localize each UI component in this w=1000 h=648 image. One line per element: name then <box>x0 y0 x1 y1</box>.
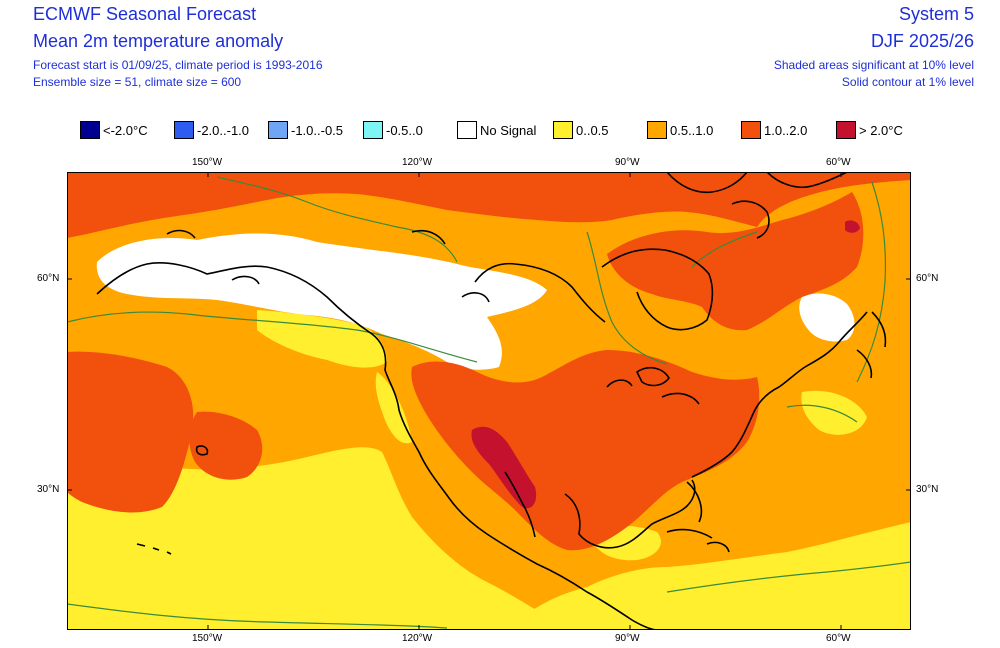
legend-swatch <box>174 121 194 139</box>
lon-tick-top: 90°W <box>615 157 640 168</box>
forecast-start-note: Forecast start is 01/09/25, climate peri… <box>33 58 323 72</box>
contour-note: Solid contour at 1% level <box>841 75 974 89</box>
lon-tick-bottom: 90°W <box>615 633 640 644</box>
legend-swatch <box>80 121 100 139</box>
no-signal-region <box>799 293 855 342</box>
anomaly-field-0-0.5 <box>507 522 911 630</box>
legend-swatch <box>647 121 667 139</box>
anomaly-field-1.0-2.0 <box>67 172 911 238</box>
anomaly-map <box>67 172 911 630</box>
legend-item: 0.5..1.0 <box>647 120 713 140</box>
legend-item: <-2.0°C <box>80 120 148 140</box>
legend-label: 0.5..1.0 <box>670 122 714 138</box>
lat-tick-right: 30°N <box>916 484 939 495</box>
legend-item: 1.0..2.0 <box>741 120 807 140</box>
season-label: DJF 2025/26 <box>870 31 974 51</box>
lon-tick-top: 120°W <box>402 157 433 168</box>
lon-tick-bottom: 120°W <box>402 633 433 644</box>
legend-label: No Signal <box>480 122 537 138</box>
no-signal-region <box>96 233 547 370</box>
legend-swatch <box>836 121 856 139</box>
legend-label: <-2.0°C <box>103 122 148 138</box>
map-subtitle: Mean 2m temperature anomaly <box>33 31 284 51</box>
legend-swatch <box>741 121 761 139</box>
lon-tick-top: 150°W <box>192 157 223 168</box>
anomaly-field-0-0.5 <box>801 390 867 435</box>
anomaly-field-0-0.5 <box>257 310 387 368</box>
legend-label: -1.0..-0.5 <box>291 122 344 138</box>
legend-swatch <box>553 121 573 139</box>
legend-label: -0.5..0 <box>386 122 423 138</box>
lat-tick-right: 60°N <box>916 273 939 284</box>
anomaly-field-above-2.0 <box>471 426 537 509</box>
coastline <box>96 172 887 630</box>
lon-tick-bottom: 60°W <box>826 633 851 644</box>
anomaly-field-above-2.0 <box>845 220 860 233</box>
anomaly-field-1.0-2.0 <box>607 192 864 331</box>
ensemble-note: Ensemble size = 51, climate size = 600 <box>33 75 242 89</box>
lat-tick-left: 60°N <box>37 273 60 284</box>
legend-label: > 2.0°C <box>859 122 903 138</box>
legend-item: 0..0.5 <box>553 120 609 140</box>
legend-label: -2.0..-1.0 <box>197 122 250 138</box>
legend-swatch <box>268 121 288 139</box>
legend-label: 1.0..2.0 <box>764 122 808 138</box>
map-frame <box>67 172 911 630</box>
anomaly-field-0-0.5 <box>67 430 567 630</box>
anomaly-field-1.0-2.0 <box>411 350 760 551</box>
lat-tick-left: 30°N <box>37 484 60 495</box>
anomaly-field-0-0.5 <box>375 372 412 444</box>
map-title: ECMWF Seasonal Forecast <box>33 4 257 24</box>
system-label: System 5 <box>898 4 974 24</box>
legend-item: > 2.0°C <box>836 120 903 140</box>
legend-item: -2.0..-1.0 <box>174 120 249 140</box>
anomaly-field-1.0-2.0 <box>189 411 263 480</box>
legend-swatch <box>363 121 383 139</box>
lon-tick-top: 60°W <box>826 157 851 168</box>
legend-item: -1.0..-0.5 <box>268 120 343 140</box>
legend-item: -0.5..0 <box>363 120 423 140</box>
anomaly-field-1.0-2.0 <box>67 351 194 513</box>
legend-item: No Signal <box>457 120 536 140</box>
legend-label: 0..0.5 <box>576 122 609 138</box>
lon-tick-bottom: 150°W <box>192 633 223 644</box>
legend-swatch <box>457 121 477 139</box>
shaded-note: Shaded areas significant at 10% level <box>773 58 974 72</box>
